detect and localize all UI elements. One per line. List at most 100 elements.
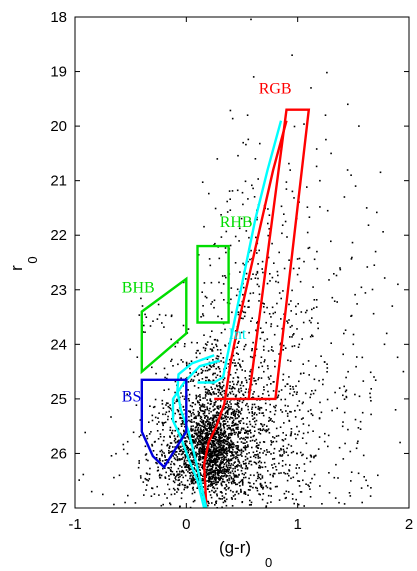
scatter-point xyxy=(175,454,177,456)
scatter-point xyxy=(361,411,364,414)
scatter-point xyxy=(347,428,349,431)
scatter-point xyxy=(212,437,214,439)
scatter-point xyxy=(207,379,210,381)
scatter-point xyxy=(242,317,244,320)
scatter-point xyxy=(223,458,225,460)
scatter-point xyxy=(200,448,203,451)
scatter-point xyxy=(247,436,249,439)
scatter-point xyxy=(261,412,263,414)
scatter-point xyxy=(221,458,223,461)
scatter-point xyxy=(273,463,276,465)
scatter-point xyxy=(260,423,263,426)
scatter-point xyxy=(328,472,330,474)
scatter-point xyxy=(246,467,249,469)
scatter-point xyxy=(190,425,193,428)
scatter-point xyxy=(237,433,239,435)
scatter-point xyxy=(253,196,256,198)
scatter-point xyxy=(311,317,313,319)
scatter-point xyxy=(230,455,232,457)
scatter-point xyxy=(201,447,204,449)
scatter-point xyxy=(229,416,232,419)
scatter-point xyxy=(174,380,177,383)
scatter-point xyxy=(206,470,208,472)
scatter-point xyxy=(308,485,310,488)
scatter-point xyxy=(168,452,170,454)
scatter-point xyxy=(342,421,344,423)
scatter-point xyxy=(229,472,232,474)
scatter-point xyxy=(195,439,197,441)
scatter-point xyxy=(249,499,251,502)
scatter-point xyxy=(257,475,259,477)
scatter-point xyxy=(249,423,252,426)
scatter-point xyxy=(264,359,266,361)
scatter-point xyxy=(200,372,203,374)
scatter-point xyxy=(250,249,252,252)
scatter-point xyxy=(250,18,252,21)
scatter-point xyxy=(194,445,197,447)
scatter-point xyxy=(296,273,299,276)
scatter-point xyxy=(307,247,310,250)
scatter-point xyxy=(247,138,250,141)
scatter-point xyxy=(289,392,291,395)
scatter-point xyxy=(211,480,213,483)
scatter-point xyxy=(209,417,212,420)
scatter-point xyxy=(271,464,273,466)
scatter-point xyxy=(143,324,145,327)
scatter-point xyxy=(248,462,250,465)
scatter-point xyxy=(220,437,222,439)
scatter-point xyxy=(292,334,294,336)
scatter-point xyxy=(359,420,362,423)
scatter-point xyxy=(343,196,346,198)
scatter-point xyxy=(234,457,237,460)
scatter-point xyxy=(256,252,258,254)
scatter-point xyxy=(304,311,307,314)
scatter-point xyxy=(253,455,255,458)
scatter-point xyxy=(280,449,282,451)
scatter-point xyxy=(195,396,198,398)
scatter-point xyxy=(188,483,191,486)
scatter-point xyxy=(350,258,353,260)
y-tick-label: 18 xyxy=(50,9,67,26)
scatter-point xyxy=(227,487,230,490)
scatter-point xyxy=(168,447,171,449)
scatter-point xyxy=(244,311,247,314)
scatter-point xyxy=(354,185,357,187)
scatter-point xyxy=(203,452,206,455)
scatter-point xyxy=(289,360,292,362)
scatter-point xyxy=(174,451,177,453)
scatter-point xyxy=(331,296,334,299)
scatter-point xyxy=(385,332,388,335)
scatter-point xyxy=(198,457,200,460)
scatter-point xyxy=(192,481,194,483)
scatter-point xyxy=(205,435,207,438)
scatter-point xyxy=(205,472,208,474)
scatter-point xyxy=(296,328,298,330)
scatter-point xyxy=(224,412,227,415)
scatter-point xyxy=(232,411,234,413)
scatter-point xyxy=(216,158,219,160)
scatter-point xyxy=(217,408,220,410)
scatter-point xyxy=(255,463,258,465)
scatter-point xyxy=(374,250,377,253)
scatter-point xyxy=(247,405,249,408)
scatter-point xyxy=(226,443,229,445)
scatter-point xyxy=(170,466,172,469)
scatter-point xyxy=(244,377,247,379)
scatter-point xyxy=(309,409,312,411)
scatter-point xyxy=(345,395,348,398)
scatter-point xyxy=(174,437,176,440)
scatter-point xyxy=(281,454,284,456)
scatter-point xyxy=(212,383,215,385)
scatter-point xyxy=(229,381,231,383)
scatter-point xyxy=(218,444,221,446)
scatter-point xyxy=(294,433,296,435)
scatter-point xyxy=(265,409,267,411)
scatter-point xyxy=(225,464,228,466)
scatter-point xyxy=(166,497,168,499)
scatter-point xyxy=(234,493,236,496)
scatter-point xyxy=(170,314,173,317)
scatter-point xyxy=(225,418,228,421)
scatter-point xyxy=(216,450,219,453)
scatter-point xyxy=(129,348,131,351)
scatter-point xyxy=(268,394,270,397)
